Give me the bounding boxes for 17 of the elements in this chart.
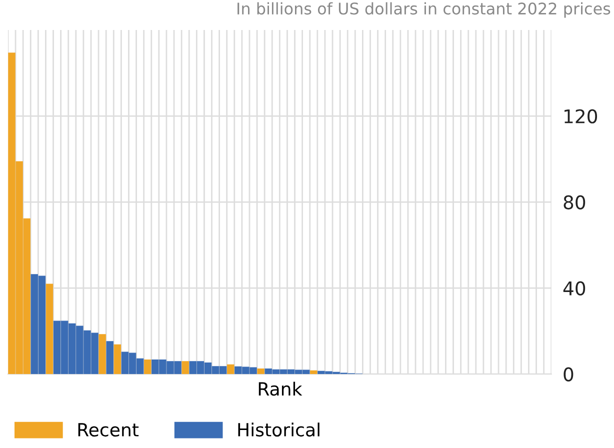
bar [182,361,189,374]
y-tick-label: 80 [564,195,586,210]
bar [46,284,54,374]
bar [98,334,106,374]
legend-label: Historical [238,422,320,437]
bar [310,370,318,374]
bar [144,359,152,374]
bar [227,364,234,374]
y-tick-label: 40 [563,281,586,296]
bar [106,341,114,374]
y-tick-label: 0 [564,367,574,382]
bar [114,344,122,374]
text: In billions of US dollars in constant 2022 prices [238,2,610,18]
x-axis-title: Rank [258,382,302,396]
bar [257,368,264,374]
legend-label: Recent [78,423,139,437]
y-tick-label: 120 [564,109,598,124]
